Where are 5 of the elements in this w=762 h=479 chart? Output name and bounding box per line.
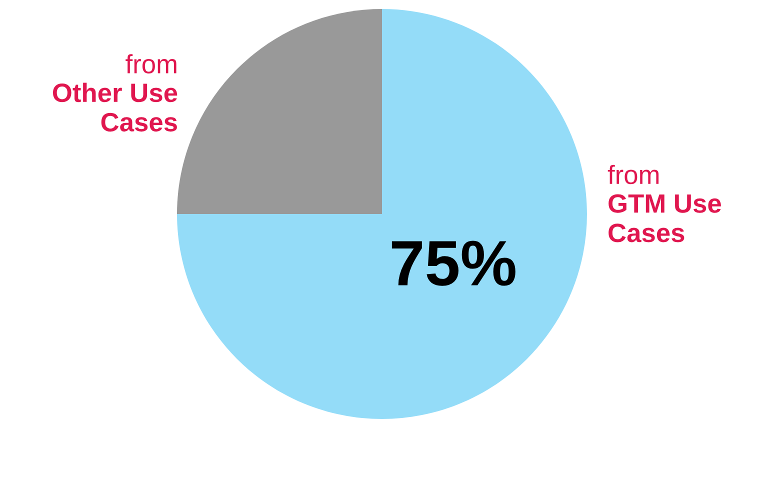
- pie-slice: [177, 9, 382, 214]
- slice-label: from Other Use Cases: [52, 54, 178, 132]
- data-label: 75%: [392, 240, 516, 286]
- slice-label: from GTM Use Cases: [608, 164, 721, 242]
- pie-slice: [177, 9, 587, 419]
